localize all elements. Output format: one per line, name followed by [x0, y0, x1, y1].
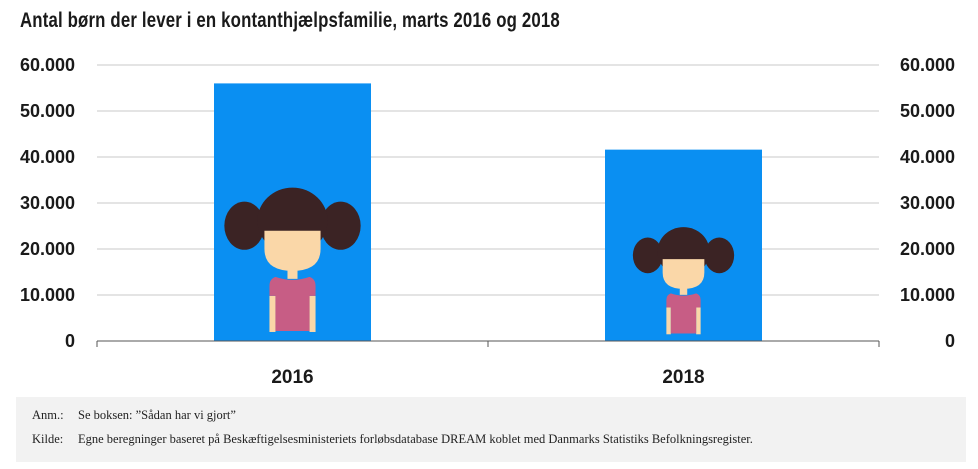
- y-axis-right: 0 10.000 20.000 30.000 40.000 50.000 60.000: [900, 55, 955, 351]
- y-tick-label-left: 40.000: [20, 147, 75, 167]
- girl-icon: [224, 187, 361, 332]
- y-tick-label-left: 20.000: [20, 239, 75, 259]
- y-tick-label-left: 50.000: [20, 101, 75, 121]
- y-tick-label-left: 10.000: [20, 285, 75, 305]
- bar-chart: 0 10.000 20.000 30.000 40.000 50.000 60.000 0 1…: [20, 55, 955, 388]
- y-tick-label-right: 0: [945, 331, 955, 351]
- y-tick-label-right: 20.000: [900, 239, 955, 259]
- note-anm-key: Anm.:: [32, 408, 64, 422]
- y-tick-label-right: 50.000: [900, 101, 955, 121]
- x-tick-label: 2016: [271, 367, 313, 388]
- icons: [224, 187, 735, 335]
- y-tick-label-left: 60.000: [20, 55, 75, 75]
- y-tick-label-right: 40.000: [900, 147, 955, 167]
- y-tick-label-left: 30.000: [20, 193, 75, 213]
- y-tick-label-left: 0: [65, 331, 75, 351]
- note-kilde-key: Kilde:: [32, 432, 64, 446]
- y-axis-left: 0 10.000 20.000 30.000 40.000 50.000 60.000: [20, 55, 75, 351]
- y-tick-label-right: 10.000: [900, 285, 955, 305]
- note-kilde: Kilde: Egne beregninger baseret på Beskæf…: [32, 432, 753, 447]
- note-kilde-text: Egne beregninger baseret på Beskæftigels…: [78, 432, 753, 446]
- x-axis: 2016 2018: [96, 340, 880, 388]
- girl-icon: [632, 227, 735, 335]
- note-anm: Anm.: Se boksen: ”Sådan har vi gjort”: [32, 408, 236, 423]
- y-tick-label-right: 60.000: [900, 55, 955, 75]
- notes-box: Anm.: Se boksen: ”Sådan har vi gjort” Kil…: [16, 397, 966, 462]
- note-anm-text: Se boksen: ”Sådan har vi gjort”: [78, 408, 236, 422]
- x-tick-label: 2018: [662, 367, 704, 388]
- chart-title: Antal børn der lever i en kontanthjælpsf…: [20, 9, 560, 32]
- y-tick-label-right: 30.000: [900, 193, 955, 213]
